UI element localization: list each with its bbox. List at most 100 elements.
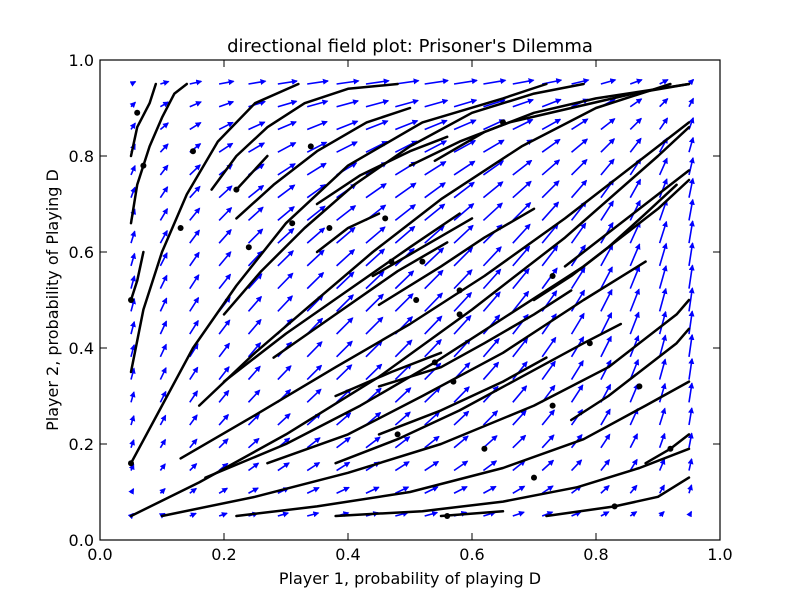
quiver-arrow: [629, 433, 639, 449]
streamline-marker: [549, 273, 556, 279]
quiver-arrow: [129, 414, 136, 426]
streamline-27: [377, 207, 536, 307]
quiver-arrow: [336, 226, 356, 244]
x-axis-label: Player 1, probability of playing D: [279, 569, 541, 588]
quiver-arrow: [395, 98, 419, 108]
streamline-32: [532, 183, 678, 302]
quiver-arrow: [541, 201, 560, 221]
quiver-arrow: [659, 98, 669, 108]
quiver-arrow: [629, 137, 642, 153]
quiver-arrow: [218, 100, 235, 108]
quiver-arrow: [424, 98, 449, 108]
streamline-34: [563, 169, 691, 268]
quiver-arrow: [365, 293, 384, 312]
quiver-arrow: [658, 432, 666, 449]
streamlines: [129, 82, 691, 518]
quiver-arrow: [189, 463, 198, 472]
quiver-arrow: [277, 227, 295, 244]
quiver-arrow: [482, 181, 504, 199]
streamline-marker: [307, 143, 314, 150]
quiver-arrow: [336, 412, 352, 426]
streamline-13: [197, 82, 672, 407]
quiver-arrow: [247, 184, 265, 199]
quiver-arrow: [453, 203, 475, 222]
quiver-arrow: [570, 459, 583, 472]
quiver-arrow: [189, 487, 198, 494]
quiver-arrow: [658, 220, 668, 244]
quiver-arrow: [129, 391, 136, 403]
quiver-arrow: [248, 142, 266, 153]
quiver-arrow: [512, 510, 525, 517]
streamline-15: [210, 82, 399, 191]
quiver-arrow: [336, 317, 354, 335]
quiver-arrow: [189, 414, 198, 426]
streamline-29: [315, 135, 449, 206]
quiver-arrow: [247, 413, 260, 426]
quiver-arrow: [600, 158, 615, 176]
quiver-arrow: [424, 161, 447, 176]
quiver-arrow: [159, 367, 167, 380]
quiver-arrow: [218, 487, 229, 494]
quiver-arrow: [570, 384, 584, 403]
quiver-arrow: [159, 186, 169, 199]
quiver-arrow: [394, 461, 410, 472]
quiver-arrow: [189, 438, 198, 449]
quiver-arrow: [365, 120, 389, 131]
quiver-arrow: [394, 293, 414, 312]
quiver-arrow: [218, 121, 234, 131]
quiver-arrow: [365, 486, 380, 494]
quiver-arrow: [453, 410, 470, 426]
quiver-arrow: [130, 320, 136, 335]
quiver-arrow: [658, 264, 668, 289]
quiver-arrow: [189, 79, 203, 86]
quiver-arrow: [482, 160, 505, 176]
quiver-arrow: [306, 388, 322, 403]
quiver-arrow: [160, 80, 170, 86]
quiver-arrow: [218, 142, 234, 153]
streamline-8: [129, 82, 300, 374]
quiver-arrow: [277, 99, 298, 108]
quiver-arrow: [129, 344, 136, 358]
quiver-arrow: [129, 439, 135, 449]
quiver-arrow: [129, 367, 136, 380]
quiver-arrow: [600, 138, 616, 153]
quiver-arrow: [365, 183, 387, 199]
quiver-arrow: [365, 226, 386, 244]
quiver-arrow: [394, 486, 410, 494]
x-tick-label: 0.4: [335, 545, 360, 564]
quiver-arrow: [512, 290, 530, 312]
quiver-arrow: [600, 484, 610, 494]
quiver-arrow: [629, 243, 641, 267]
quiver-arrow: [218, 512, 228, 518]
quiver-arrow: [159, 438, 167, 449]
streamline-marker: [549, 402, 556, 409]
streamline-7: [129, 82, 548, 465]
streamline-marker: [667, 445, 674, 452]
quiver-arrow: [512, 118, 534, 131]
quiver-arrow: [189, 319, 199, 335]
y-tick-label: 0.4: [69, 339, 94, 358]
streamline-11: [129, 82, 158, 158]
quiver-arrow: [336, 141, 358, 153]
quiver-arrow: [453, 435, 469, 449]
quiver-arrow: [218, 79, 235, 86]
quiver-arrow: [365, 248, 386, 267]
quiver-arrow: [512, 245, 531, 267]
quiver-arrow: [365, 140, 388, 153]
y-tick-label: 0.6: [69, 243, 94, 262]
quiver-arrow: [218, 185, 233, 199]
quiver-arrow: [629, 78, 643, 85]
streamline-marker: [190, 148, 196, 155]
streamline-1: [160, 298, 691, 518]
quiver-arrow: [688, 136, 695, 153]
quiver-arrow: [658, 407, 667, 426]
quiver-arrow: [570, 179, 588, 199]
quiver-arrow: [629, 98, 643, 108]
quiver-arrow: [688, 407, 694, 426]
quiver-arrow: [277, 206, 295, 222]
quiver-arrow: [571, 118, 589, 131]
quiver-arrow: [570, 312, 585, 335]
streamline-19: [266, 260, 647, 465]
